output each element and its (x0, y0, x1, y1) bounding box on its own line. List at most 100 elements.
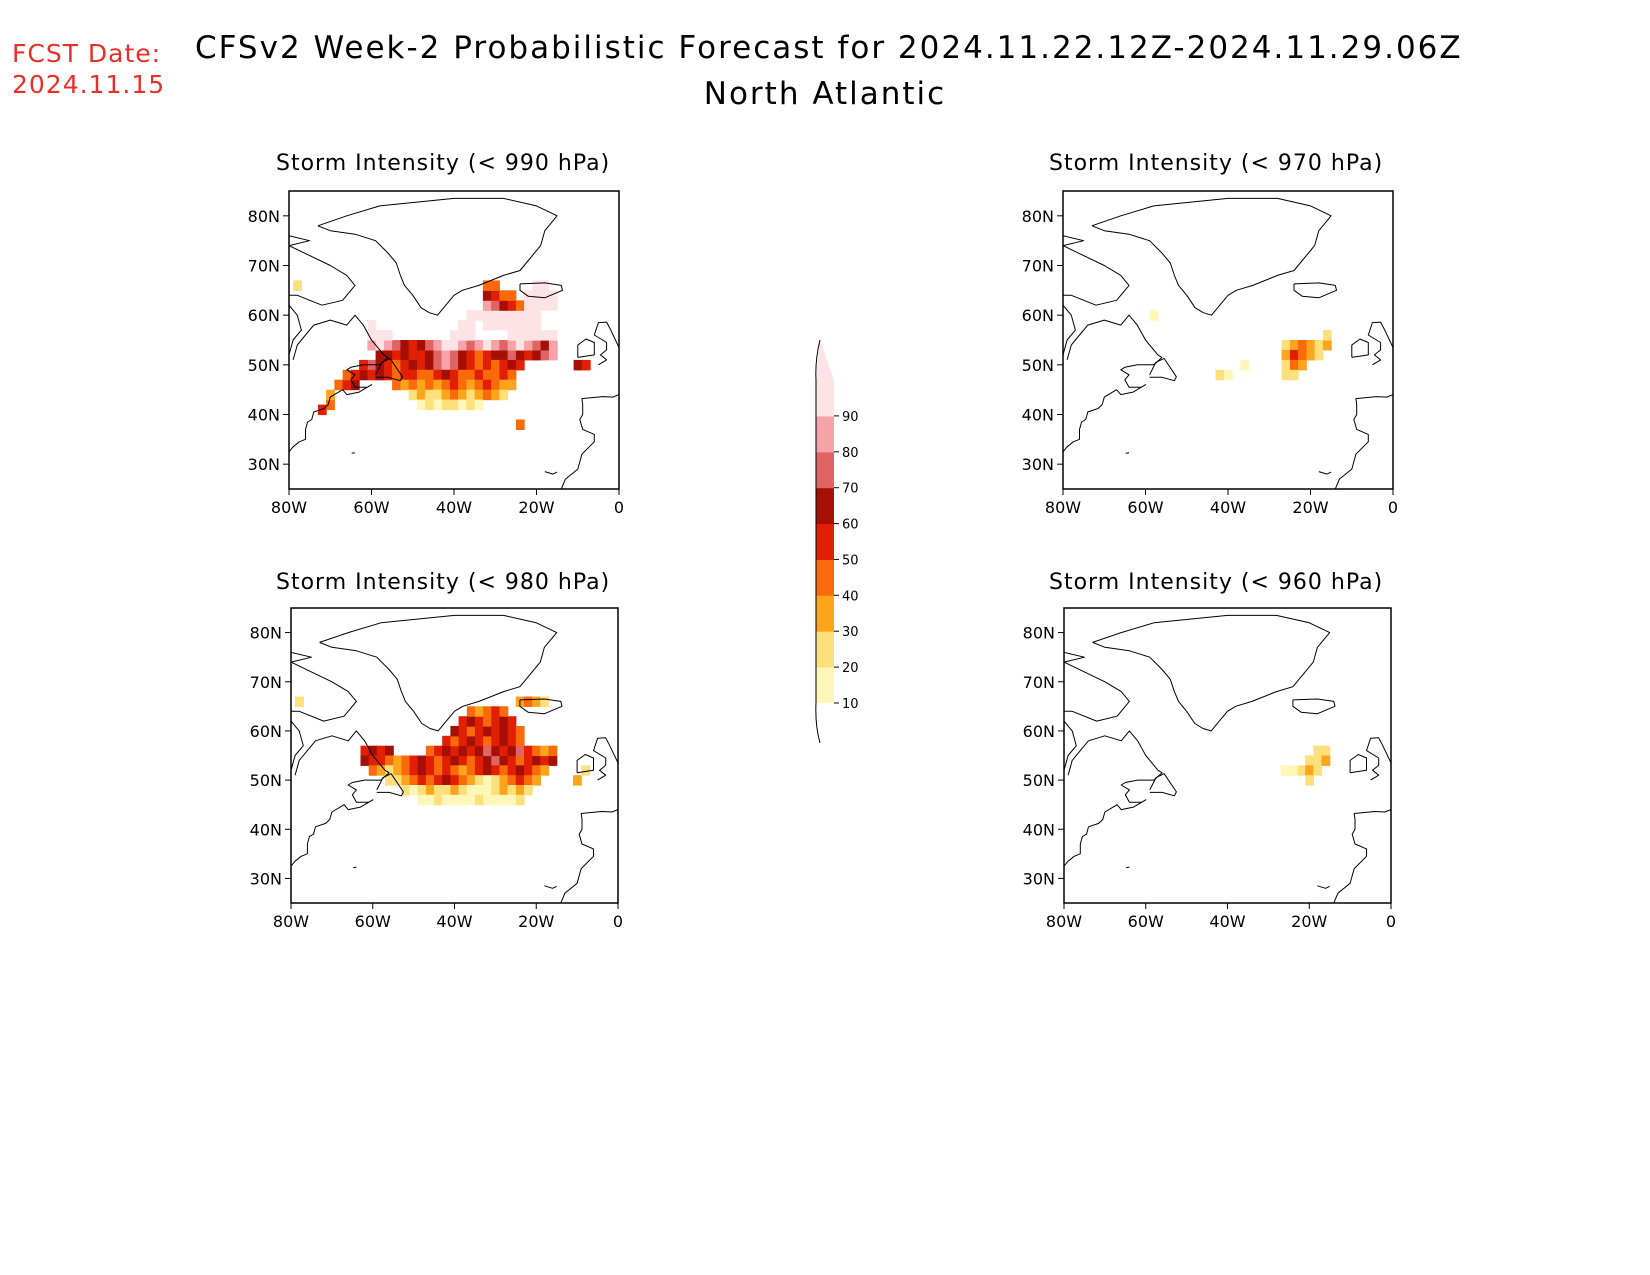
probability-cell (450, 785, 460, 796)
panel-title-960: Storm Intensity (< 960 hPa) (1049, 570, 1384, 595)
probability-cell (1281, 340, 1291, 351)
probability-cell (548, 755, 558, 766)
probability-cell (515, 726, 525, 737)
lat-tick-label: 30N (1023, 869, 1055, 888)
probability-cell (1306, 349, 1316, 361)
probability-cell (474, 349, 484, 361)
probability-cell (409, 785, 419, 796)
probability-cell (466, 735, 476, 747)
probability-cell (515, 794, 525, 806)
coastline (544, 471, 558, 475)
probability-cell (1298, 349, 1307, 361)
probability-cell (499, 706, 509, 717)
coastline (376, 773, 404, 797)
map-frame (1063, 607, 1392, 904)
lon-tick-label: 80W (273, 912, 309, 931)
probability-cell (482, 320, 492, 331)
probability-cell (376, 765, 386, 776)
probability-cell (515, 330, 525, 341)
coastline (519, 698, 563, 715)
probability-cell (474, 726, 484, 737)
probability-cell (450, 765, 460, 776)
probability-cell (375, 349, 385, 361)
coastline (1334, 394, 1393, 489)
colorbar-swatch (816, 487, 834, 525)
probability-cell (1314, 349, 1324, 361)
probability-cell (540, 745, 550, 757)
probability-cell (1305, 765, 1314, 776)
probability-cell (491, 359, 500, 371)
probability-field (1280, 745, 1331, 786)
probability-cell (1322, 340, 1332, 351)
probability-cell (425, 775, 435, 786)
probability-cell (581, 765, 590, 776)
probability-cell (449, 349, 459, 361)
probability-cell (507, 755, 517, 766)
probability-cell (350, 379, 360, 391)
probability-cell (425, 340, 434, 351)
probability-cell (499, 735, 509, 747)
probability-cell (499, 340, 509, 351)
probability-cell (383, 349, 393, 361)
colorbar-label: 40 (842, 589, 859, 604)
probability-cell (450, 775, 460, 786)
probability-cell (540, 755, 550, 766)
probability-cell (540, 340, 550, 351)
probability-cell (507, 330, 517, 341)
probability-cell (450, 726, 460, 737)
probability-cell (1313, 755, 1323, 766)
probability-cell (474, 359, 484, 371)
lat-tick-label: 70N (1023, 673, 1055, 692)
probability-cell (367, 320, 377, 331)
probability-cell (449, 389, 459, 401)
probability-cell (491, 794, 501, 806)
probability-cell (466, 785, 476, 796)
probability-cell (466, 726, 476, 737)
lon-tick-label: 60W (353, 498, 389, 517)
map-panel-970: 80N 70N 60N 50N 40N 30N 80W 60W 40W 20W 0 (1022, 190, 1398, 517)
probability-cell (393, 765, 402, 776)
probability-cell (1321, 755, 1331, 766)
probability-cell (581, 359, 591, 371)
map-panel-980: 80N 70N 60N 50N 40N 30N 80W 60W 40W 20W 0 (250, 607, 623, 931)
probability-cell (491, 280, 500, 291)
lon-tick-label: 80W (271, 498, 307, 517)
probability-cell (483, 706, 492, 717)
probability-cell (491, 389, 500, 401)
lon-tick-label: 0 (614, 498, 624, 517)
probability-cell (334, 379, 344, 391)
coastline (1349, 754, 1367, 774)
colorbar: 10 20 30 40 50 60 70 80 90 (815, 339, 859, 744)
probability-cell (392, 349, 401, 361)
probability-cell (466, 320, 476, 331)
probability-cell (482, 369, 492, 381)
probability-cell (491, 349, 500, 361)
probability-cell (507, 349, 517, 361)
probability-cell (458, 775, 468, 786)
lon-tick-label: 20W (518, 912, 554, 931)
probability-cell (466, 379, 476, 391)
lat-tick-label: 50N (1022, 356, 1054, 375)
coastline (1064, 720, 1077, 771)
probability-cell (442, 765, 451, 776)
probability-field (1149, 310, 1332, 381)
probability-cell (499, 359, 509, 371)
probability-cell (524, 290, 533, 301)
probability-cell (375, 340, 385, 351)
probability-cell (441, 359, 451, 371)
colorbar-label: 80 (842, 446, 859, 461)
probability-cell (474, 399, 484, 411)
probability-cell (532, 320, 542, 331)
probability-cell (417, 775, 427, 786)
probability-cell (466, 389, 476, 401)
coastline (1063, 304, 1076, 356)
probability-cell (507, 775, 517, 786)
fcst-date-value: 2024.11.15 (12, 70, 166, 99)
probability-cell (401, 775, 411, 786)
probability-cell (383, 359, 393, 371)
probability-cell (367, 340, 377, 351)
probability-cell (449, 340, 459, 351)
probability-cell (491, 755, 501, 766)
probability-cell (434, 785, 443, 796)
colorbar-outline (815, 339, 821, 744)
